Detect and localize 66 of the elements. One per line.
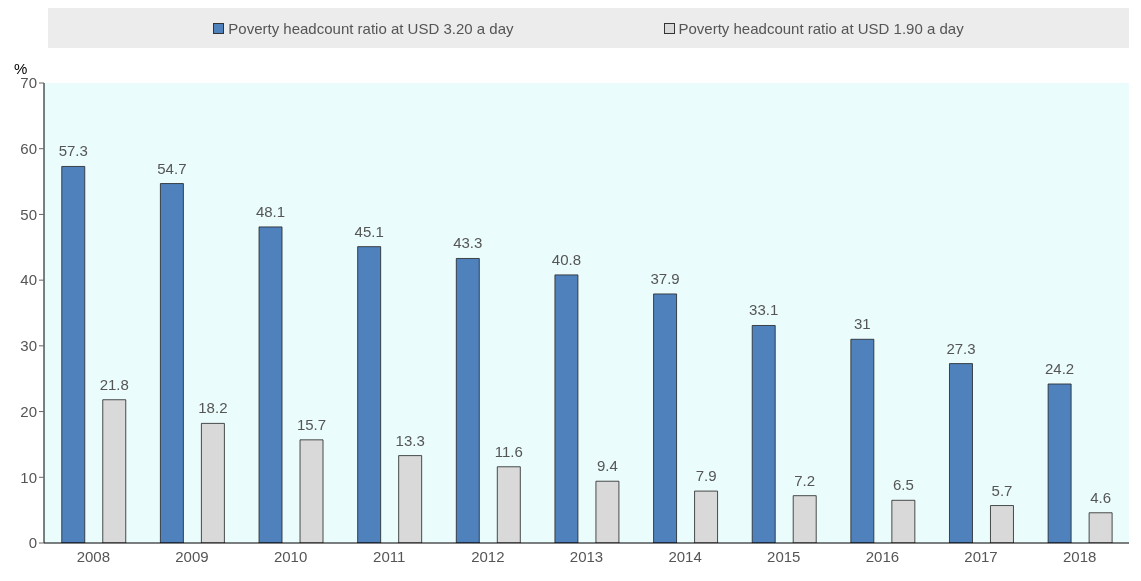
- data-label: 54.7: [157, 159, 187, 177]
- bar: [554, 274, 579, 543]
- data-label: 9.4: [597, 457, 618, 475]
- x-tick-label: 2017: [964, 547, 998, 565]
- data-label: 11.6: [494, 442, 523, 460]
- x-tick-label: 2009: [175, 547, 209, 565]
- data-label: 13.3: [395, 431, 425, 449]
- data-label: 27.3: [946, 339, 976, 357]
- bar: [299, 439, 324, 543]
- bar: [258, 226, 283, 543]
- bar: [792, 495, 817, 543]
- bar: [850, 338, 875, 543]
- x-tick-label: 2016: [865, 547, 900, 565]
- x-tick-label: 2015: [767, 547, 801, 565]
- data-label: 15.7: [296, 415, 327, 433]
- bar: [891, 499, 916, 543]
- x-tick-label: 2011: [373, 547, 406, 565]
- y-tick-label: 50: [20, 205, 37, 223]
- bar: [990, 505, 1014, 543]
- data-label: 33.1: [749, 301, 779, 319]
- y-tick-label: 60: [20, 140, 37, 158]
- data-label: 4.6: [1090, 488, 1112, 506]
- bar: [455, 258, 480, 543]
- data-label: 43.3: [453, 234, 483, 252]
- bar: [496, 466, 521, 543]
- y-axis-title: %: [14, 60, 28, 77]
- data-label: 57.3: [58, 142, 88, 160]
- data-label: 5.7: [991, 481, 1013, 499]
- bar: [61, 166, 86, 543]
- bar: [398, 455, 423, 543]
- data-label: 6.5: [892, 476, 914, 494]
- x-tick-label: 2018: [1062, 547, 1097, 565]
- bar: [357, 246, 382, 543]
- bar: [1047, 383, 1072, 543]
- data-label: 24.2: [1045, 359, 1075, 377]
- data-label: 18.2: [198, 399, 228, 417]
- bar: [200, 423, 225, 543]
- data-label: 37.9: [650, 269, 680, 287]
- x-tick-label: 2014: [668, 547, 702, 565]
- y-tick-label: 0: [28, 534, 37, 552]
- data-label: 21.8: [99, 375, 129, 393]
- y-tick-label: 30: [20, 337, 37, 355]
- data-label: 31: [854, 315, 871, 333]
- legend-label: Poverty headcount ratio at USD 3.20 a day: [227, 19, 514, 37]
- y-tick-label: 10: [20, 468, 37, 486]
- y-tick-label: 70: [20, 74, 37, 92]
- bar: [653, 293, 677, 543]
- bar: [102, 399, 127, 543]
- bar: [694, 490, 718, 543]
- y-tick-label: 20: [20, 402, 37, 420]
- x-tick-label: 2008: [76, 547, 111, 565]
- bar: [751, 325, 776, 543]
- data-label: 48.1: [255, 202, 286, 220]
- y-tick-label: 40: [20, 271, 37, 289]
- legend-label: Poverty headcount ratio at USD 1.90 a day: [677, 19, 964, 37]
- x-tick-label: 2012: [471, 547, 505, 565]
- bar: [949, 363, 973, 543]
- x-tick-label: 2013: [569, 547, 604, 565]
- data-label: 40.8: [551, 250, 582, 268]
- data-label: 7.9: [695, 467, 717, 485]
- data-label: 45.1: [354, 222, 384, 240]
- x-tick-label: 2010: [273, 547, 308, 565]
- bar: [595, 480, 620, 543]
- data-label: 7.2: [794, 471, 816, 489]
- bar: [1088, 512, 1113, 543]
- bar: [159, 183, 184, 543]
